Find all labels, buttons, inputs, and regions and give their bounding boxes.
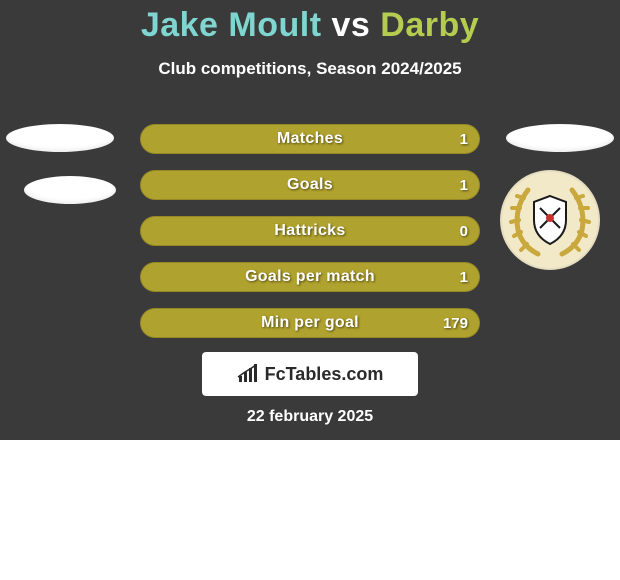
bar-label: Matches [140, 124, 480, 154]
subtitle: Club competitions, Season 2024/2025 [0, 59, 620, 79]
bar-value-right: 1 [460, 262, 468, 292]
bar-goals: Goals 1 [140, 170, 480, 200]
page-title: Jake Moult vs Darby [0, 6, 620, 45]
player-right-oval [506, 124, 614, 152]
crest-icon [508, 178, 592, 262]
bar-hattricks: Hattricks 0 [140, 216, 480, 246]
stats-card: Jake Moult vs Darby Club competitions, S… [0, 0, 620, 440]
bar-chart-icon [237, 364, 259, 384]
stat-bars: Matches 1 Goals 1 Hattricks 0 Goals per … [140, 124, 480, 354]
fctables-link[interactable]: FcTables.com [202, 352, 418, 396]
bar-min-per-goal: Min per goal 179 [140, 308, 480, 338]
bar-label: Hattricks [140, 216, 480, 246]
bar-value-right: 1 [460, 170, 468, 200]
title-player: Jake Moult [141, 6, 322, 44]
club-crest [500, 170, 600, 270]
footer-date: 22 february 2025 [0, 408, 620, 426]
player-left-oval-1 [6, 124, 114, 152]
logo-text: FcTables.com [265, 364, 384, 385]
title-opponent: Darby [380, 6, 479, 44]
bar-value-right: 0 [460, 216, 468, 246]
bar-value-right: 179 [443, 308, 468, 338]
bar-goals-per-match: Goals per match 1 [140, 262, 480, 292]
bar-label: Min per goal [140, 308, 480, 338]
bar-matches: Matches 1 [140, 124, 480, 154]
player-left-oval-2 [24, 176, 116, 204]
bar-value-right: 1 [460, 124, 468, 154]
bar-label: Goals [140, 170, 480, 200]
title-vs: vs [332, 6, 371, 44]
bar-label: Goals per match [140, 262, 480, 292]
